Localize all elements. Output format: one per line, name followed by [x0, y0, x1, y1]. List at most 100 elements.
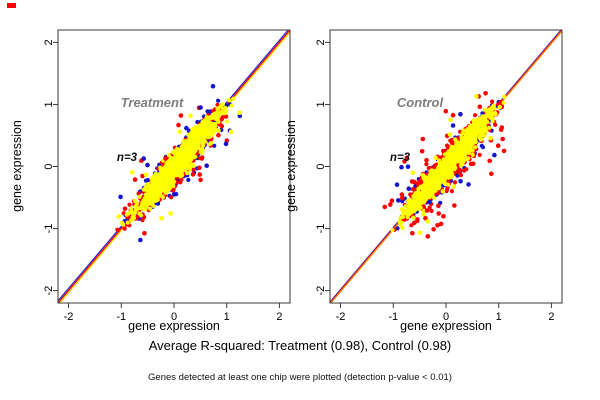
data-point [408, 199, 413, 204]
control-panel: -2 -1 0 1 2 -2 -1 0 1 2 Control n=3 gene expressi… [284, 29, 563, 333]
corner-red-mark [7, 3, 16, 8]
data-point [450, 123, 456, 128]
data-point [199, 156, 205, 161]
data-point [436, 183, 442, 188]
y-tick-label: 0 [315, 163, 327, 169]
data-point [425, 219, 431, 224]
data-point [499, 125, 505, 130]
panel-title: Control [397, 95, 444, 110]
data-point [215, 118, 220, 123]
data-point [145, 162, 150, 168]
data-point [192, 125, 197, 130]
data-point [485, 119, 490, 125]
data-point [417, 230, 423, 236]
data-point [445, 186, 450, 191]
data-point [458, 179, 463, 184]
data-point [216, 98, 221, 103]
data-point [177, 129, 183, 134]
data-point [442, 152, 448, 157]
data-point [452, 148, 457, 153]
data-point [423, 215, 428, 221]
data-point [461, 142, 466, 147]
data-point [141, 187, 147, 192]
data-point [125, 220, 130, 225]
data-point [416, 206, 422, 212]
data-point [145, 178, 150, 183]
data-point [490, 105, 495, 110]
data-point [412, 206, 417, 211]
data-point [425, 234, 431, 239]
data-point [208, 115, 213, 121]
x-axis-label: gene expression [128, 319, 220, 333]
data-point [143, 205, 148, 210]
y-tick-label: -2 [43, 286, 55, 296]
data-point [452, 180, 458, 185]
data-point [431, 227, 436, 232]
data-point [197, 165, 202, 171]
data-point [446, 165, 451, 170]
data-point [389, 198, 395, 203]
data-point [459, 147, 464, 152]
data-point [198, 177, 203, 183]
data-point [171, 170, 176, 175]
data-point [480, 114, 485, 119]
data-point [408, 210, 413, 215]
x-tick-label: -2 [336, 311, 346, 323]
data-point [130, 170, 135, 175]
data-point [192, 131, 197, 136]
data-point [200, 147, 205, 152]
data-point [178, 113, 184, 118]
data-point [410, 170, 416, 175]
data-point [206, 124, 211, 129]
data-point [458, 156, 463, 162]
data-point [166, 187, 171, 192]
data-point [406, 186, 412, 191]
data-point [489, 171, 494, 177]
data-point [500, 136, 506, 142]
axis-ticks: -2 -1 0 1 2 -2 -1 0 1 2 [43, 39, 283, 323]
data-point [447, 132, 453, 137]
data-point [427, 183, 432, 188]
data-point [216, 114, 221, 119]
data-point [204, 163, 209, 168]
data-point [478, 131, 483, 136]
data-point [210, 130, 215, 135]
y-axis-label: gene expression [10, 120, 24, 212]
data-point [143, 172, 149, 178]
data-point [421, 208, 426, 213]
data-point [174, 166, 179, 171]
data-point [180, 159, 185, 164]
data-point [462, 168, 467, 173]
x-axis-label: gene expression [400, 319, 492, 333]
data-point [456, 149, 461, 154]
data-point [492, 152, 497, 158]
data-point [160, 177, 165, 182]
data-point [120, 222, 126, 227]
data-point [157, 190, 163, 195]
data-point [462, 158, 467, 163]
data-point [210, 84, 216, 89]
data-point [428, 177, 433, 182]
data-point [473, 132, 478, 137]
data-point [493, 112, 498, 117]
data-point [402, 159, 407, 164]
data-point [195, 134, 200, 139]
data-point [482, 122, 487, 127]
data-point [449, 189, 454, 194]
data-point [223, 141, 229, 147]
y-axis-label: gene expression [284, 120, 298, 212]
data-point [211, 122, 216, 127]
data-point [224, 119, 229, 124]
data-point [145, 199, 150, 205]
data-point [398, 215, 403, 220]
data-point [471, 118, 476, 123]
data-point [490, 99, 495, 104]
data-point [417, 194, 422, 199]
data-point [169, 195, 174, 200]
data-point [483, 107, 488, 112]
data-point [184, 125, 189, 131]
data-point [216, 132, 221, 138]
point-cloud [382, 91, 507, 239]
data-point [411, 215, 416, 220]
data-point [137, 194, 142, 199]
